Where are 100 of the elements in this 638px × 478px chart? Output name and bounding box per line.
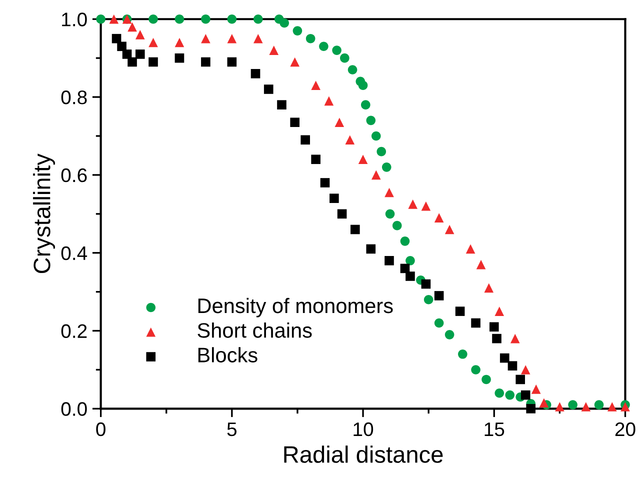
- legend-label: Density of monomers: [198, 298, 393, 318]
- point: [277, 100, 286, 110]
- point: [581, 402, 591, 412]
- point: [455, 306, 465, 316]
- point: [300, 135, 310, 145]
- point: [290, 57, 300, 67]
- point: [607, 402, 617, 412]
- point: [505, 390, 515, 400]
- point: [471, 318, 480, 328]
- point: [371, 131, 381, 141]
- y-tick-label: 1.0: [62, 12, 87, 26]
- point: [174, 14, 184, 24]
- point: [311, 80, 320, 90]
- point: [371, 170, 381, 180]
- point: [269, 46, 279, 55]
- point: [174, 53, 184, 63]
- legend-label: Blocks: [198, 347, 258, 362]
- point: [526, 404, 536, 414]
- point: [510, 334, 520, 344]
- point: [345, 135, 355, 145]
- point: [306, 34, 316, 44]
- point: [539, 398, 549, 408]
- point: [109, 14, 119, 24]
- point: [384, 256, 394, 266]
- point: [227, 14, 237, 24]
- point: [406, 256, 415, 266]
- point: [340, 53, 350, 63]
- point: [324, 96, 334, 106]
- point: [128, 57, 137, 67]
- point: [227, 34, 237, 44]
- point: [406, 272, 415, 281]
- point: [334, 118, 344, 128]
- point: [253, 14, 263, 24]
- point: [201, 34, 210, 44]
- x-tick-label: 5: [227, 422, 237, 436]
- y-axis-title: Crystallinity: [33, 154, 56, 274]
- point: [122, 50, 132, 59]
- point: [489, 322, 499, 332]
- y-tick-label: 0.8: [61, 90, 87, 104]
- point: [408, 200, 418, 209]
- point: [508, 361, 518, 370]
- point: [320, 178, 330, 188]
- point: [476, 260, 486, 270]
- point: [348, 65, 358, 74]
- point: [494, 388, 504, 398]
- point: [555, 402, 564, 412]
- point: [520, 390, 530, 400]
- point: [337, 209, 347, 219]
- point: [494, 306, 504, 316]
- point: [135, 50, 145, 59]
- y-tick-label: 0.2: [61, 324, 87, 338]
- point: [471, 365, 480, 374]
- x-tick-label: 0: [96, 422, 106, 436]
- point: [332, 46, 342, 55]
- point: [280, 18, 290, 28]
- point: [384, 188, 394, 198]
- point: [444, 330, 454, 340]
- point: [376, 146, 386, 156]
- point: [96, 14, 106, 24]
- point: [360, 100, 370, 110]
- point: [421, 279, 431, 289]
- legend-label: Short chains: [198, 322, 312, 338]
- point: [201, 14, 210, 24]
- point: [382, 162, 392, 172]
- point: [358, 154, 368, 164]
- point: [358, 80, 368, 90]
- point: [135, 30, 145, 40]
- point: [434, 318, 444, 328]
- point: [531, 384, 541, 394]
- point: [264, 84, 274, 94]
- x-tick-label: 20: [615, 422, 636, 436]
- point: [421, 201, 431, 211]
- point: [366, 244, 376, 254]
- y-tick-label: 0.6: [61, 168, 87, 182]
- point: [311, 154, 320, 164]
- point: [148, 14, 158, 24]
- point: [148, 57, 158, 67]
- x-tick-label: 10: [354, 422, 374, 436]
- point: [174, 38, 184, 48]
- point: [148, 38, 158, 48]
- point: [250, 69, 260, 78]
- y-tick-label: 0.0: [61, 402, 87, 416]
- point: [492, 334, 502, 344]
- x-tick-label: 15: [484, 422, 504, 436]
- point: [594, 400, 604, 410]
- point: [290, 118, 300, 128]
- point: [128, 22, 137, 32]
- point: [227, 57, 237, 67]
- point: [516, 374, 526, 384]
- point: [392, 220, 402, 230]
- point: [482, 374, 491, 384]
- x-axis-title: Radial distance: [284, 446, 443, 463]
- point: [466, 244, 476, 254]
- point: [400, 236, 410, 246]
- point: [201, 57, 210, 67]
- point: [366, 116, 376, 126]
- point: [385, 209, 395, 219]
- point: [434, 213, 444, 222]
- point: [484, 283, 494, 293]
- point: [434, 291, 444, 300]
